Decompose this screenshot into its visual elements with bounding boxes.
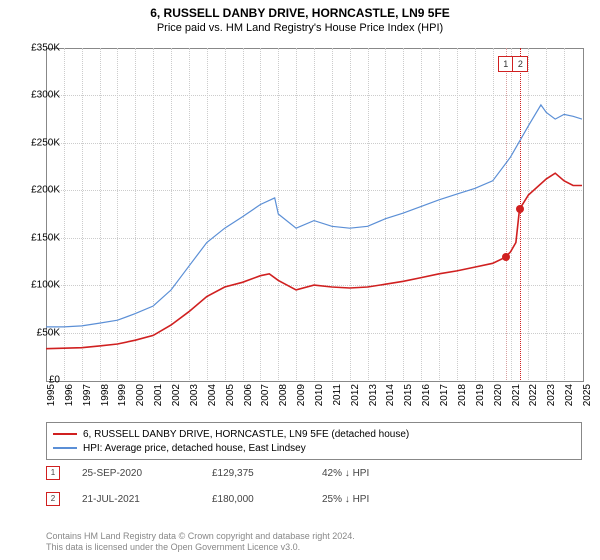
sale-date: 25-SEP-2020: [82, 468, 212, 479]
x-axis-label: 2001: [153, 384, 164, 424]
sale-marker-box: 2: [46, 492, 60, 506]
x-axis-label: 2016: [421, 384, 432, 424]
sale-point: [516, 205, 524, 213]
sale-date: 21-JUL-2021: [82, 494, 212, 505]
x-axis-label: 2000: [135, 384, 146, 424]
property-line: [46, 173, 582, 349]
sale-price: £180,000: [212, 494, 322, 505]
x-axis-label: 2003: [189, 384, 200, 424]
x-axis-label: 2014: [385, 384, 396, 424]
x-axis-label: 2017: [439, 384, 450, 424]
chart-marker-box: 2: [512, 56, 528, 72]
x-axis-label: 1995: [46, 384, 57, 424]
x-axis-label: 2012: [350, 384, 361, 424]
x-axis-label: 1999: [117, 384, 128, 424]
x-axis-label: 2004: [207, 384, 218, 424]
x-axis-label: 2009: [296, 384, 307, 424]
x-axis-label: 2005: [225, 384, 236, 424]
footer-line1: Contains HM Land Registry data © Crown c…: [46, 531, 355, 543]
legend-item: HPI: Average price, detached house, East…: [53, 441, 575, 455]
legend-label: 6, RUSSELL DANBY DRIVE, HORNCASTLE, LN9 …: [83, 429, 409, 440]
x-axis-label: 2023: [546, 384, 557, 424]
sale-pct: 42% ↓ HPI: [322, 468, 422, 479]
x-axis-label: 2018: [457, 384, 468, 424]
x-axis-label: 2019: [475, 384, 486, 424]
line-plot: [46, 48, 582, 380]
sale-marker-box: 1: [46, 466, 60, 480]
footer: Contains HM Land Registry data © Crown c…: [46, 531, 355, 554]
x-axis-label: 2022: [528, 384, 539, 424]
sale-point: [502, 253, 510, 261]
x-axis-label: 2006: [243, 384, 254, 424]
x-axis-label: 2010: [314, 384, 325, 424]
sale-row: 2 21-JUL-2021 £180,000 25% ↓ HPI: [46, 492, 582, 506]
x-axis-label: 1996: [64, 384, 75, 424]
sale-pct: 25% ↓ HPI: [322, 494, 422, 505]
chart-title: 6, RUSSELL DANBY DRIVE, HORNCASTLE, LN9 …: [0, 0, 600, 20]
x-axis-label: 1998: [100, 384, 111, 424]
footer-line2: This data is licensed under the Open Gov…: [46, 542, 355, 554]
legend: 6, RUSSELL DANBY DRIVE, HORNCASTLE, LN9 …: [46, 422, 582, 460]
chart-subtitle: Price paid vs. HM Land Registry's House …: [0, 20, 600, 38]
x-axis-label: 2007: [260, 384, 271, 424]
legend-label: HPI: Average price, detached house, East…: [83, 443, 306, 454]
legend-swatch: [53, 433, 77, 435]
chart-container: 6, RUSSELL DANBY DRIVE, HORNCASTLE, LN9 …: [0, 0, 600, 560]
x-axis-label: 2008: [278, 384, 289, 424]
x-axis-label: 2021: [511, 384, 522, 424]
x-axis-label: 2025: [582, 384, 593, 424]
legend-item: 6, RUSSELL DANBY DRIVE, HORNCASTLE, LN9 …: [53, 427, 575, 441]
sale-price: £129,375: [212, 468, 322, 479]
x-axis-label: 1997: [82, 384, 93, 424]
x-axis-label: 2002: [171, 384, 182, 424]
sale-row: 1 25-SEP-2020 £129,375 42% ↓ HPI: [46, 466, 582, 480]
legend-swatch: [53, 447, 77, 449]
x-axis-label: 2020: [493, 384, 504, 424]
x-axis-label: 2011: [332, 384, 343, 424]
x-axis-label: 2013: [368, 384, 379, 424]
hpi-line: [46, 105, 582, 327]
x-axis-label: 2024: [564, 384, 575, 424]
x-axis-label: 2015: [403, 384, 414, 424]
chart-marker-box: 1: [498, 56, 514, 72]
